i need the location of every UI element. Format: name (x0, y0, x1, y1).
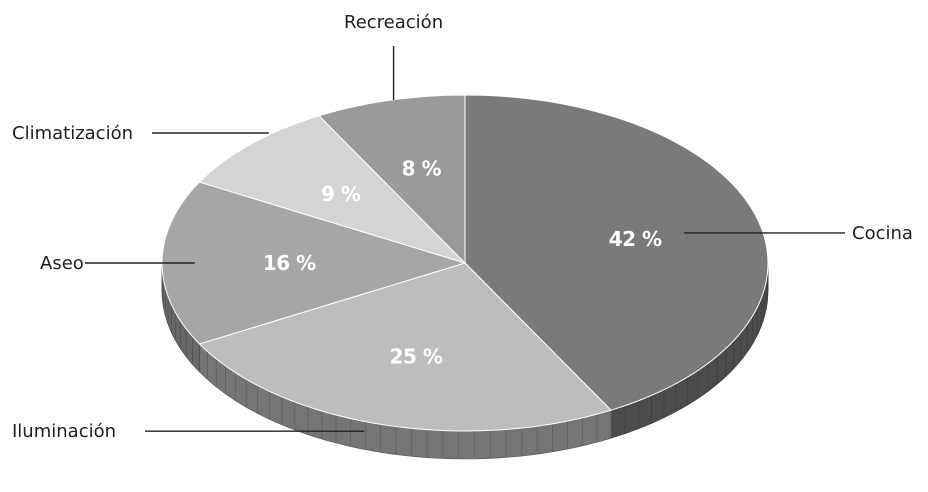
pie-side-walls (161, 262, 769, 460)
category-label-cocina: Cocina (852, 223, 913, 244)
slice-value-label: 25 % (390, 345, 443, 369)
category-label-iluminación: Iluminación (12, 421, 116, 442)
slice-value-label: 8 % (402, 157, 442, 181)
category-label-aseo: Aseo (40, 253, 84, 274)
pie-slice-climatización (198, 115, 466, 264)
slice-value-label: 42 % (609, 227, 662, 251)
slice-value-label: 9 % (321, 182, 361, 206)
pie-slice-recreación (318, 94, 466, 265)
slice-value-label: 16 % (263, 251, 316, 275)
pie-slice-cocina (464, 94, 769, 411)
category-label-recreación: Recreación (344, 12, 443, 33)
pie-slice-iluminación (198, 262, 612, 432)
category-label-climatización: Climatización (12, 123, 133, 144)
leader-lines (85, 46, 845, 432)
pie-top (161, 94, 769, 432)
